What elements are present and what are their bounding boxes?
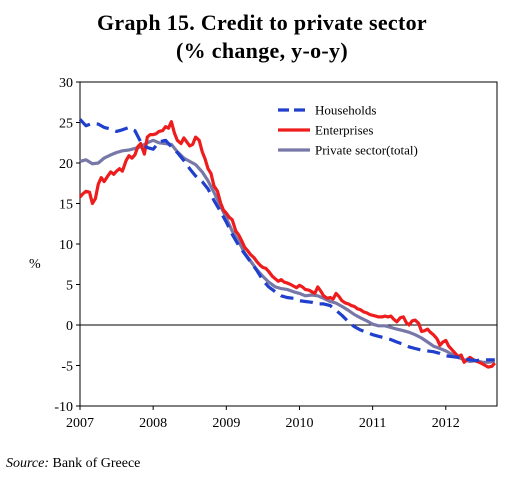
x-tick-label: 2011 bbox=[359, 416, 386, 431]
x-tick-label: 2010 bbox=[285, 416, 313, 431]
legend-label: Enterprises bbox=[315, 123, 373, 138]
y-tick-label: 30 bbox=[59, 76, 73, 91]
x-tick-label: 2008 bbox=[139, 416, 167, 431]
x-tick-label: 2009 bbox=[212, 416, 240, 431]
source-label: Source: bbox=[6, 456, 50, 471]
x-tick-label: 2012 bbox=[432, 416, 460, 431]
y-tick-label: 10 bbox=[59, 238, 73, 253]
chart-subtitle: (% change, y-o-y) bbox=[176, 38, 348, 63]
series-line-enterprises bbox=[78, 120, 496, 369]
series-lines bbox=[78, 118, 496, 369]
y-axis-label: % bbox=[29, 257, 41, 272]
chart-title: Graph 15. Credit to private sector bbox=[97, 10, 427, 35]
y-tick-label: -5 bbox=[61, 360, 73, 375]
chart-axes bbox=[76, 81, 498, 410]
y-tick-label: -10 bbox=[54, 400, 73, 415]
series-line-private-sector-total bbox=[79, 138, 496, 364]
series-line-households bbox=[78, 118, 495, 363]
y-tick-label: 15 bbox=[59, 198, 73, 213]
y-tick-label: 20 bbox=[59, 157, 73, 172]
y-tick-label: 25 bbox=[59, 117, 73, 132]
y-tick-label: 5 bbox=[66, 279, 73, 294]
legend: Households Enterprises Private sector(tota… bbox=[278, 103, 418, 158]
legend-label: Private sector(total) bbox=[315, 143, 418, 158]
y-tick-label: 0 bbox=[66, 319, 73, 334]
legend-label: Households bbox=[315, 103, 376, 118]
source-note: Source: Bank of Greece bbox=[6, 456, 140, 472]
source-text: Bank of Greece bbox=[52, 456, 141, 471]
x-tick-label: 2007 bbox=[66, 416, 94, 431]
tick-labels: -10 -5 0 5 10 15 20 25 30 2007 2008 2009 2010 2011 201… bbox=[54, 76, 459, 431]
